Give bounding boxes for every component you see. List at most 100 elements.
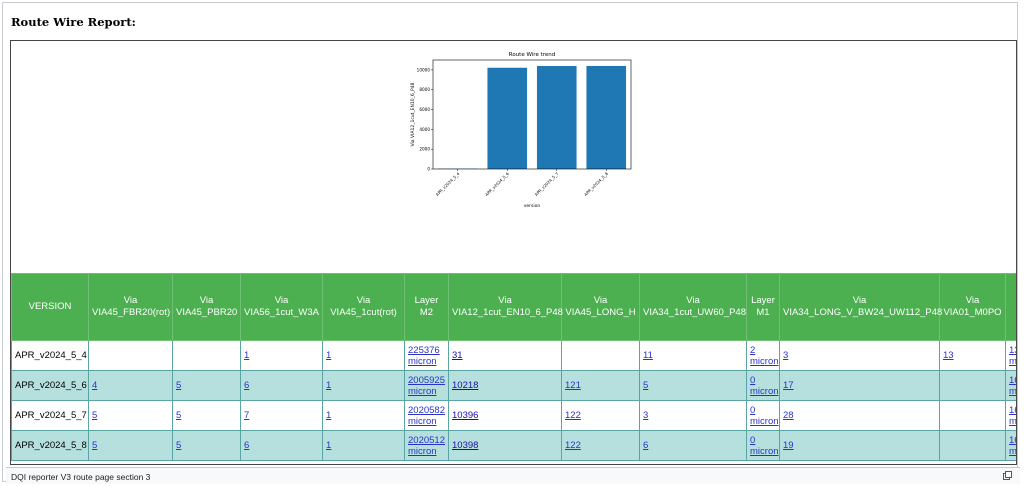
value-link[interactable]: 17 xyxy=(783,380,794,391)
column-header: Via VIA45_LONG_H xyxy=(561,273,640,341)
value-link[interactable]: 6 xyxy=(244,380,250,391)
value-cell: 2020512 micron xyxy=(404,430,449,461)
value-cell: 5 xyxy=(172,400,241,431)
column-header-line: VIA56_1cut_W3A xyxy=(244,307,319,318)
value-link[interactable]: 122 xyxy=(565,440,581,451)
value-link[interactable]: 6 xyxy=(244,440,250,451)
value-link[interactable]: 16056micron xyxy=(1009,434,1016,457)
version-cell: APR_v2024_5_6 xyxy=(11,370,89,401)
value-cell: 0 micron xyxy=(746,400,780,431)
version-cell: APR_v2024_5_4 xyxy=(11,340,89,371)
value-cell: 4 xyxy=(88,370,173,401)
value-link[interactable]: 16049micron xyxy=(1009,404,1016,427)
value-link[interactable]: 5 xyxy=(176,380,182,391)
column-header: Via VIA45_PBR20 xyxy=(172,273,241,341)
value-cell: 5 xyxy=(88,400,173,431)
value-cell xyxy=(172,340,241,371)
value-cell: 10218 xyxy=(448,370,562,401)
value-cell: 10396 xyxy=(448,400,562,431)
value-link[interactable]: 10218 xyxy=(452,380,479,391)
chart-bar xyxy=(487,67,528,169)
version-cell: APR_v2024_5_7 xyxy=(11,400,89,431)
value-cell: 6 xyxy=(639,430,747,461)
value-link[interactable]: 1 xyxy=(326,440,332,451)
value-link[interactable]: 7 xyxy=(244,410,250,421)
column-header-line: VERSION xyxy=(28,301,72,312)
x-tick-label: APR_v2024_5_8 xyxy=(583,171,609,197)
value-link[interactable]: 2020582 micron xyxy=(408,404,445,427)
value-link[interactable]: 1 xyxy=(326,410,332,421)
value-link[interactable]: 5 xyxy=(176,440,182,451)
value-cell: 11 xyxy=(639,340,747,371)
value-cell: 13096micron xyxy=(1005,340,1016,371)
value-link[interactable]: 0 micron xyxy=(750,374,779,397)
value-cell: 2 micron xyxy=(746,340,780,371)
value-link[interactable]: 2020512 micron xyxy=(408,434,445,457)
value-cell: 2005925 micron xyxy=(404,370,449,401)
table-header-row: VERSION Via VIA45_FBR20(rot) Via VIA45_PBR20… xyxy=(11,273,1016,341)
column-header-line: Via xyxy=(852,295,867,306)
column-header: Via VIA45_1cut(rot) xyxy=(322,273,405,341)
version-cell: APR_v2024_5_8 xyxy=(11,430,89,461)
column-header: Layer M2 xyxy=(404,273,449,341)
value-cell: 2020582 micron xyxy=(404,400,449,431)
value-cell: 0 micron xyxy=(746,430,780,461)
value-link[interactable]: 121 xyxy=(565,380,581,391)
table-scroll-container[interactable]: VERSION Via VIA45_FBR20(rot) Via VIA45_PBR20… xyxy=(11,273,1016,464)
value-link[interactable]: 13 xyxy=(943,350,954,361)
y-tick-label: 2000 xyxy=(419,147,430,152)
value-cell: 6 xyxy=(240,370,323,401)
route-wire-chart: Route Wire trend APR_v2024_5_4 APR_v2024_5… xyxy=(410,52,632,209)
value-link[interactable]: 0 micron xyxy=(750,404,779,427)
column-header-line: VIA34_LONG_V_BW24_UW112_P48 xyxy=(783,307,943,318)
column-header: Via VIA01_M0PO xyxy=(939,273,1006,341)
value-link[interactable]: 3 xyxy=(783,350,789,361)
value-link[interactable]: 16071micron xyxy=(1009,374,1016,397)
x-axis-label: version xyxy=(524,203,541,209)
x-tick-label: APR_v2024_5_7 xyxy=(534,171,560,197)
value-link[interactable]: 28 xyxy=(783,410,794,421)
y-tick-label: 6000 xyxy=(419,107,430,112)
column-header-line: Layer xyxy=(414,295,439,306)
expand-icon[interactable] xyxy=(1003,471,1012,480)
value-link[interactable]: 10396 xyxy=(452,410,479,421)
value-link[interactable]: 2 micron xyxy=(750,344,779,367)
value-link[interactable]: 2005925 micron xyxy=(408,374,445,397)
column-header-line: M2 xyxy=(419,307,434,318)
value-cell: 10398 xyxy=(448,430,562,461)
value-cell: 122 xyxy=(561,400,640,431)
value-link[interactable]: 1 xyxy=(326,380,332,391)
value-link[interactable]: 122 xyxy=(565,410,581,421)
value-link[interactable]: 13096micron xyxy=(1009,344,1016,367)
value-link[interactable]: 10398 xyxy=(452,440,479,451)
value-link[interactable]: 5 xyxy=(176,410,182,421)
value-cell: 28 xyxy=(779,400,940,431)
value-link[interactable]: 5 xyxy=(92,410,98,421)
column-header-line: Via xyxy=(356,295,371,306)
value-cell xyxy=(939,400,1006,431)
column-header-line: VIA45_PBR20 xyxy=(176,307,238,318)
column-header-line: VIA45_1cut(rot) xyxy=(330,307,397,318)
value-link[interactable]: 6 xyxy=(643,440,649,451)
value-link[interactable]: 11 xyxy=(643,350,653,361)
value-link[interactable]: 0 micron xyxy=(750,434,779,457)
value-link[interactable]: 5 xyxy=(643,380,649,391)
value-cell: 17 xyxy=(779,370,940,401)
column-header-line: Via xyxy=(965,295,980,306)
value-cell xyxy=(939,430,1006,461)
value-link[interactable]: 3 xyxy=(643,410,649,421)
column-header-line: Layer xyxy=(751,295,775,306)
value-link[interactable]: 225376 micron xyxy=(408,344,440,367)
value-cell: 3 xyxy=(779,340,940,371)
value-link[interactable]: 1 xyxy=(244,350,250,361)
value-link[interactable]: 5 xyxy=(92,440,98,451)
value-link[interactable]: 31 xyxy=(452,350,463,361)
value-link[interactable]: 4 xyxy=(92,380,98,391)
value-cell: 1 xyxy=(322,370,405,401)
value-link[interactable]: 19 xyxy=(783,440,794,451)
column-header: Via VIA56_1cut_W3A xyxy=(240,273,323,341)
value-link[interactable]: 1 xyxy=(326,350,332,361)
value-cell: 122 xyxy=(561,430,640,461)
y-tick-label: 10000 xyxy=(417,67,431,72)
column-header: Via VIA45_FBR20(rot) xyxy=(88,273,173,341)
